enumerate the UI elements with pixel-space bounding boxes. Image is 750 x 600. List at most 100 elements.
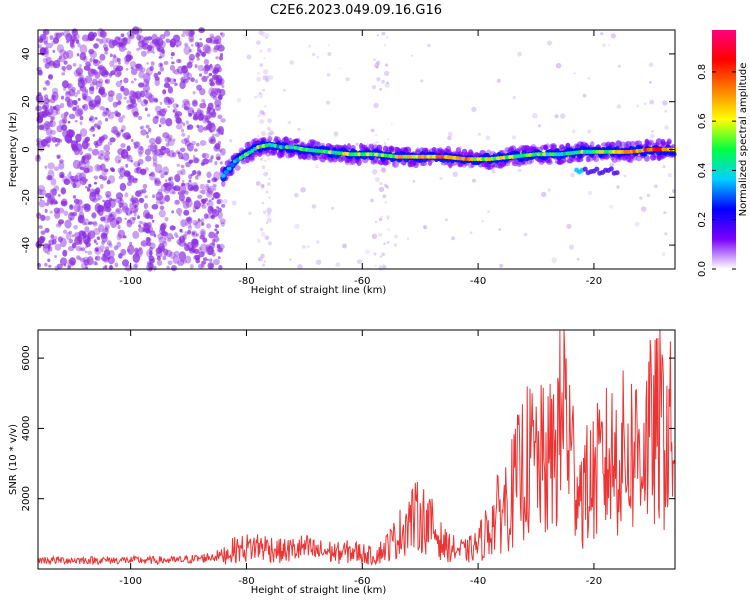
spectrogram-cell (655, 147, 660, 152)
spectrogram-cell (240, 159, 247, 165)
spectrogram-cell (92, 221, 98, 227)
spectrogram-cell (666, 138, 672, 145)
spectrogram-cell (547, 188, 551, 192)
spectrogram-cell (159, 201, 163, 205)
spectrogram-cell (208, 136, 216, 144)
spectrogram-cell (259, 92, 262, 95)
spectrogram-cell (213, 44, 220, 51)
spectrogram-cell (197, 64, 204, 72)
spectrogram-cell (594, 166, 600, 172)
spectrogram-cell (138, 224, 142, 228)
spectrogram-cell (194, 148, 198, 152)
spectrogram-cell (50, 129, 56, 135)
spectrogram-cell (196, 257, 200, 261)
spectrogram-cell (357, 259, 362, 265)
spectrogram-cell (90, 68, 97, 74)
spectrogram-cell (213, 39, 219, 45)
spectrogram-cell (181, 133, 186, 137)
spectrogram-cell (315, 259, 322, 265)
spectrogram-cell (97, 101, 101, 105)
spectrogram-cell (207, 120, 212, 125)
spectrogram-cell (610, 33, 616, 39)
spectrogram-cell (664, 232, 668, 236)
spectrogram-cell (165, 38, 170, 44)
spectrogram-cell (67, 173, 72, 179)
spectrogram-cell (79, 77, 85, 83)
spectrogram-cell (187, 225, 192, 230)
spectrogram-cell (144, 107, 148, 112)
spectrogram-cell (168, 181, 175, 187)
spectrogram-cell (191, 249, 196, 253)
spectrogram-cell (159, 101, 163, 106)
spectrogram-cell (143, 84, 150, 93)
spectrogram-cell (52, 87, 59, 94)
spectrogram-cell (182, 78, 189, 84)
spectrogram-cell (169, 64, 175, 71)
spectrogram-cell (253, 146, 258, 151)
spectrogram-cell (257, 114, 261, 117)
spectrogram-cell (152, 154, 158, 161)
spectrogram-cell (664, 110, 667, 113)
spectrogram-cell (650, 133, 655, 138)
spectrogram-cell (184, 244, 190, 252)
spectrogram-cell (206, 171, 212, 179)
spectrogram-cell (64, 91, 71, 99)
spectrogram-cell (339, 67, 342, 70)
spectrogram-cell (386, 36, 389, 39)
spectrogram-cell (375, 177, 380, 182)
spectrogram-cell (75, 172, 83, 182)
spectrogram-cell (259, 110, 265, 115)
spectrogram-cell (380, 166, 386, 172)
spectrogram-cell (170, 51, 175, 57)
spectrogram-cell (326, 73, 331, 77)
spectrogram-cell (131, 139, 134, 143)
spectrogram-cell (90, 81, 95, 89)
spectrogram-cell (207, 179, 211, 183)
spectrogram-cell (431, 146, 437, 152)
spectrogram-cell (190, 38, 193, 42)
spectrogram-cell (45, 56, 52, 64)
spectrogram-cell (79, 63, 82, 68)
snr-y-axis-label: SNR (10 * v/v) (8, 424, 19, 495)
spectrogram-cell (58, 55, 63, 60)
spectrogram-cell (608, 43, 611, 47)
spectrogram-cell (259, 63, 264, 67)
spectrogram-cell (182, 98, 190, 106)
spectrogram-cell (267, 211, 271, 216)
spectrogram-cell (95, 255, 101, 261)
spectrogram-cell (214, 192, 221, 199)
spectrogram-cell (147, 225, 154, 234)
spectrogram-cell (38, 213, 42, 217)
spectrogram-cell (133, 111, 139, 118)
spectrogram-cell (71, 35, 77, 42)
spectrogram-cell (115, 192, 124, 200)
spectrogram-cell (167, 238, 172, 242)
spectrogram-cell (516, 147, 522, 152)
spectrogram-cell (182, 65, 187, 70)
spectrogram-cell (219, 218, 226, 225)
spectrogram-cell (384, 70, 390, 76)
colorbar-scale (712, 30, 736, 269)
spectrogram-cell (152, 149, 158, 156)
spectrogram-cell (77, 215, 84, 223)
spectrogram-cell (95, 86, 99, 90)
spectrogram-cell (208, 231, 216, 239)
spectrogram-cell (108, 243, 113, 248)
spectrogram-cell (333, 131, 339, 137)
spectrogram-cell (258, 258, 261, 262)
spectrogram-cell (192, 206, 197, 210)
spectrogram-cell (126, 99, 130, 104)
spectrogram-cell (555, 62, 562, 69)
spectrogram-cell (58, 194, 61, 197)
spectrogram-cell (63, 60, 68, 65)
spectrogram-cell (50, 120, 54, 123)
spectrogram-cell (267, 136, 273, 142)
spectrogram-cell (149, 65, 154, 71)
spectrogram-cell (46, 42, 53, 49)
spectrogram-cell (124, 264, 133, 272)
spectrogram-cell (84, 186, 88, 189)
spectrogram-cell (287, 137, 293, 144)
spectrogram-cell (229, 139, 233, 143)
spectrogram-cell (268, 196, 271, 199)
spectrogram-cell (88, 118, 93, 121)
